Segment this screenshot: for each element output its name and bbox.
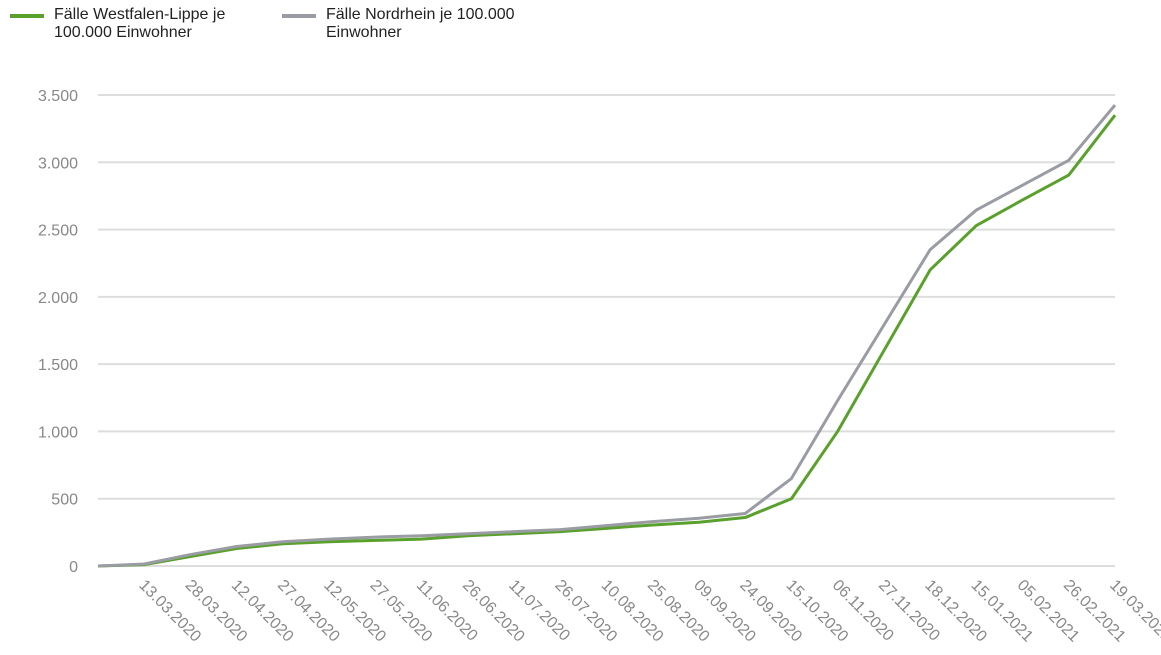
y-tick-label: 500 <box>51 492 78 509</box>
legend-item: Fälle Nordrhein je 100.000 Einwohner <box>282 6 526 42</box>
y-tick-label: 2.000 <box>38 290 78 307</box>
legend-label: Fälle Nordrhein je 100.000 Einwohner <box>326 6 515 41</box>
legend-label: Fälle Westfalen-Lippe je 100.000 Einwohn… <box>54 6 226 41</box>
y-tick-label: 3.500 <box>38 88 78 105</box>
legend-swatch <box>282 14 316 18</box>
y-tick-label: 2.500 <box>38 223 78 240</box>
legend: Fälle Westfalen-Lippe je 100.000 Einwohn… <box>10 6 526 42</box>
y-tick-label: 1.500 <box>38 357 78 374</box>
series-line <box>97 104 1117 568</box>
legend-item: Fälle Westfalen-Lippe je 100.000 Einwohn… <box>10 6 254 42</box>
y-tick-label: 3.000 <box>38 155 78 172</box>
y-tick-label: 1.000 <box>38 424 78 441</box>
y-tick-label: 0 <box>69 559 78 576</box>
series-line <box>97 114 1117 568</box>
legend-swatch <box>10 14 44 18</box>
